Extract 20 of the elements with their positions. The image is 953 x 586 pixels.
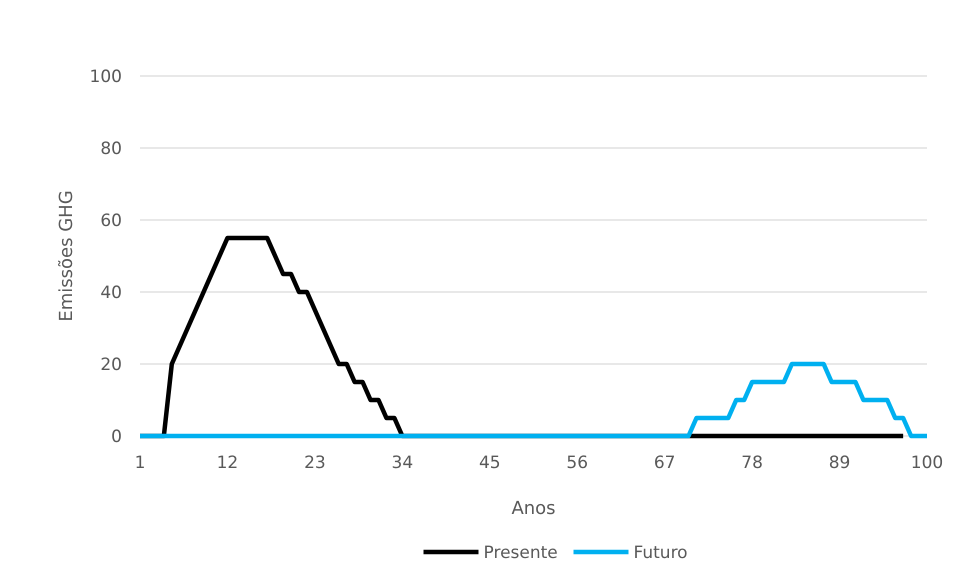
x-axis-title: Anos [511, 498, 556, 519]
legend-label: Futuro [634, 542, 688, 563]
y-tick-label: 20 [100, 354, 122, 375]
x-tick-label: 45 [478, 453, 501, 473]
x-tick-label: 34 [392, 453, 414, 473]
y-tick-label: 0 [111, 426, 122, 447]
x-tick-label: 23 [304, 453, 326, 473]
x-tick-label: 1 [134, 453, 146, 473]
x-tick-label: 78 [741, 453, 763, 473]
x-tick-label: 100 [910, 453, 944, 473]
x-tick-label: 56 [566, 453, 588, 473]
y-axis-title: Emissões GHG [56, 190, 77, 322]
x-tick-label: 89 [828, 453, 850, 473]
y-tick-label: 80 [100, 138, 122, 159]
y-tick-label: 100 [90, 66, 122, 87]
x-tick-label: 67 [654, 453, 676, 473]
y-tick-label: 60 [100, 210, 122, 231]
x-tick-label: 12 [216, 453, 238, 473]
y-tick-label: 40 [100, 282, 122, 303]
legend-label: Presente [484, 542, 558, 563]
